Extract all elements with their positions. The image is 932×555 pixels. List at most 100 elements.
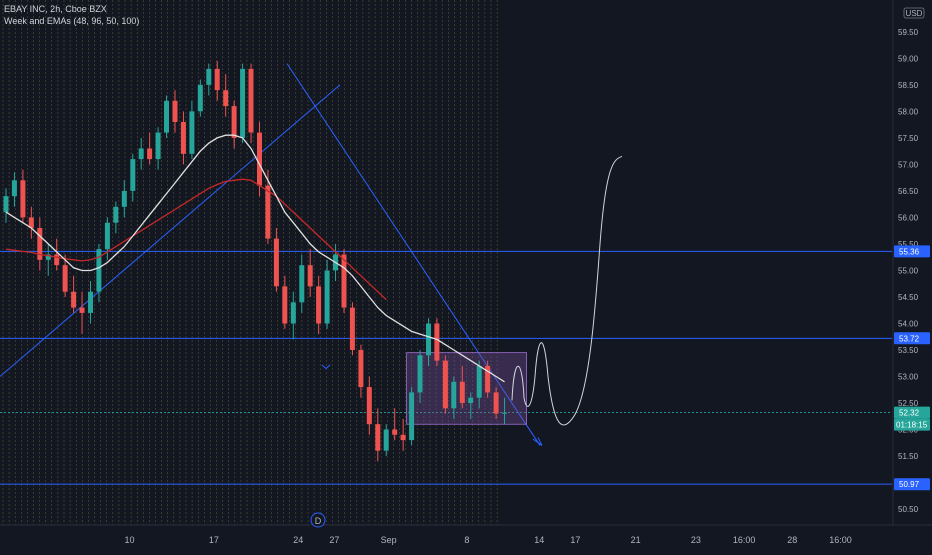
price-badge [894,478,930,491]
candle-body [3,196,9,213]
candle-body [476,365,482,398]
rising-trend-line [0,84,341,377]
candle-body [502,412,507,414]
time-tick-label: Sep [381,535,397,545]
time-tick-label: 17 [209,535,219,545]
forecast-path [511,155,623,426]
candle-body [493,392,499,414]
low-marker [321,364,331,370]
candle-body [214,68,220,91]
candle-body [442,360,448,409]
dividend-marker[interactable]: D [310,512,326,528]
candle-body [417,355,423,393]
candle-body [375,424,381,451]
candle-body [37,228,43,260]
candle-body [54,254,60,266]
price-tick-label: 54.00 [898,320,919,329]
price-badge-label: 55.36 [899,247,920,256]
candle-body [299,265,305,303]
candle-body [451,381,457,409]
time-tick-label: 8 [464,535,469,545]
price-tick-label: 58.00 [898,107,919,116]
candle-body [121,190,127,207]
price-badge-label: 52.32 [899,409,920,418]
price-tick-label: 54.50 [898,293,919,302]
candle-body [468,397,474,403]
candle-body [45,254,51,260]
candle-body [485,365,491,393]
price-tick-label: 55.50 [898,240,919,249]
price-tick-label: 51.50 [898,452,919,461]
price-tick-label: 56.00 [898,213,919,222]
candle-body [383,429,389,451]
horizontal-levels[interactable] [0,250,892,485]
candle-body [28,217,34,228]
candle-body [426,323,431,356]
price-tick-label: 50.50 [898,505,919,514]
candle-body [206,68,212,85]
price-tick-label: 59.00 [898,54,919,63]
time-tick-label: 27 [329,535,339,545]
candle-body [197,84,203,112]
candle-body [79,307,85,313]
price-tick-label: 53.00 [898,373,919,382]
candle-body [273,238,279,287]
ema-lines [5,134,505,383]
price-badge [894,406,930,419]
time-tick-label: 16:00 [733,535,756,545]
trend-lines[interactable] [0,63,543,446]
week-separator-lines [2,0,498,525]
candle-body [316,286,322,324]
dividend-label: D [315,516,322,526]
candle-body [130,159,136,191]
candle-body [180,122,186,154]
candle-body [341,254,347,308]
candle-body [240,68,246,138]
candle-body [434,323,440,361]
candle-body [324,270,330,324]
price-tick-label: 58.50 [898,81,919,90]
candle-body [20,180,26,218]
price-badge-label: 53.72 [899,334,920,343]
forecast-sketch[interactable] [511,155,623,426]
indicator-legend[interactable]: Week and EMAs (48, 96, 50, 100) [4,16,139,26]
candle-body [282,286,288,324]
candle-body [189,111,195,154]
candle-body [248,68,254,133]
price-tick-label: 57.00 [898,160,919,169]
candle-body [349,307,355,350]
candle-body [459,381,465,403]
price-badge-label: 50.97 [899,480,920,489]
candle-body [11,180,17,197]
candle-body [392,429,398,435]
candle-body [172,100,178,122]
price-tick-label: 56.50 [898,187,919,196]
price-tick-label: 53.50 [898,346,919,355]
candle-body [113,206,119,223]
time-tick-label: 16:00 [829,535,852,545]
price-axis-labels: 59.50 59.00 58.50 58.00 57.50 57.00 56.50 56.00… [894,28,930,514]
countdown-label: 01:18:15 [896,421,928,430]
time-axis[interactable] [0,525,932,550]
price-badge [894,332,930,345]
price-tick-label: 59.50 [898,28,919,37]
candle-body [164,100,169,133]
candles [3,60,507,462]
symbol-legend[interactable]: EBAY INC, 2h, Cboe BZX [4,4,107,14]
price-axis[interactable] [893,0,932,525]
time-tick-label: 14 [534,535,544,545]
range-box-rect [406,352,527,425]
time-axis-labels: 10 17 24 27 Sep 8 14 17 21 23 16:00 28 16:00 [124,535,851,545]
ema-fast-line [5,134,505,383]
candle-body [71,291,77,308]
candle-body [62,265,68,292]
candle-body [138,148,144,160]
currency-label[interactable]: USD [906,9,923,18]
candle-body [155,132,161,160]
price-tick-label: 52.50 [898,399,919,408]
candle-body [223,90,229,107]
candle-body [147,148,153,160]
range-box[interactable] [406,352,527,425]
